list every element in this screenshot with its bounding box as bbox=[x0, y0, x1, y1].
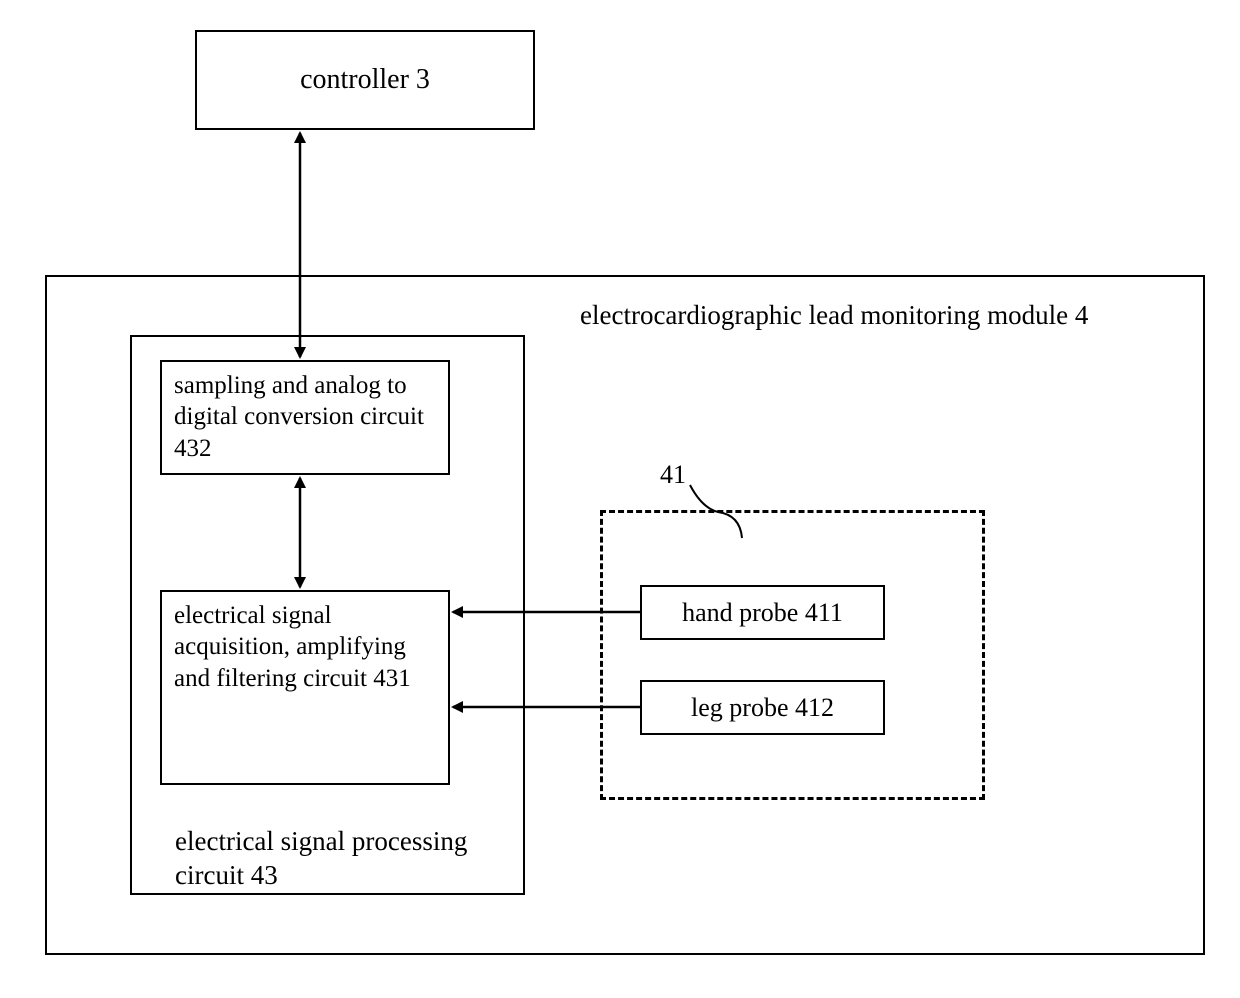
box-432: sampling and analog to digital conversio… bbox=[160, 360, 450, 475]
module4-label: electrocardiographic lead monitoring mod… bbox=[580, 300, 1088, 331]
circuit43-label: electrical signal processing circuit 43 bbox=[175, 825, 495, 893]
label-41: 41 bbox=[660, 460, 686, 490]
dashed-41-container bbox=[600, 510, 985, 800]
leg-probe-label: leg probe 412 bbox=[691, 693, 834, 723]
controller-box: controller 3 bbox=[195, 30, 535, 130]
hand-probe-box: hand probe 411 bbox=[640, 585, 885, 640]
box-432-label: sampling and analog to digital conversio… bbox=[174, 370, 436, 464]
controller-label: controller 3 bbox=[300, 64, 430, 96]
box-431-label: electrical signal acquisition, amplifyin… bbox=[174, 600, 436, 694]
box-431: electrical signal acquisition, amplifyin… bbox=[160, 590, 450, 785]
hand-probe-label: hand probe 411 bbox=[682, 598, 843, 628]
leg-probe-box: leg probe 412 bbox=[640, 680, 885, 735]
